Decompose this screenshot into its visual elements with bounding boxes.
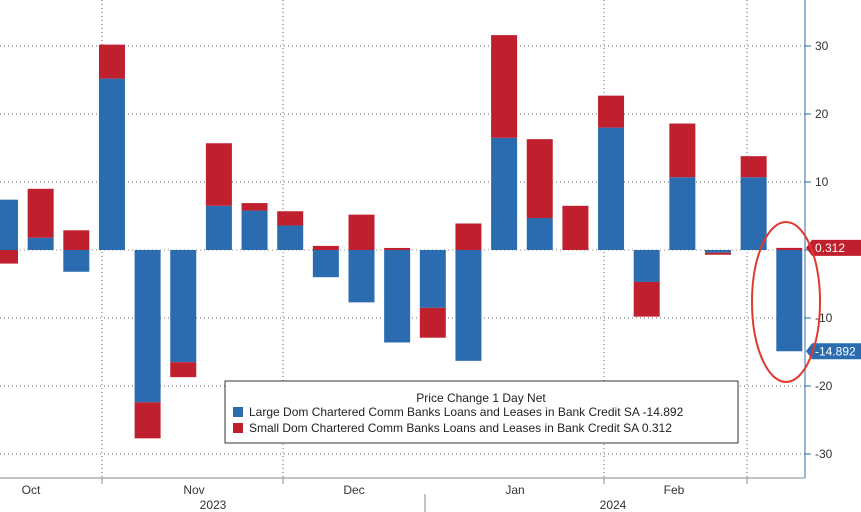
bar-large xyxy=(526,218,553,250)
highlight-circle xyxy=(751,221,821,383)
bar-small xyxy=(491,35,518,138)
bar-small xyxy=(277,211,304,226)
x-month-label: Jan xyxy=(505,483,524,497)
legend: Price Change 1 Day Net Large Dom Charter… xyxy=(224,380,739,444)
bar-large xyxy=(170,250,197,363)
bar-small xyxy=(776,247,803,250)
x-month-label: Feb xyxy=(664,483,685,497)
bar-large xyxy=(491,137,518,250)
bar-large xyxy=(455,250,482,361)
bar-small xyxy=(348,214,375,250)
bar-large xyxy=(776,250,803,352)
bar-small xyxy=(598,95,625,128)
x-month-label: Dec xyxy=(343,483,364,497)
bar-small xyxy=(633,281,660,317)
y-tick-label: 20 xyxy=(815,107,829,121)
legend-entry-large: Large Dom Chartered Comm Banks Loans and… xyxy=(249,405,684,419)
x-year-label: 2023 xyxy=(200,498,227,512)
bar-large xyxy=(98,78,125,250)
y-axis: -30 -20 -10 10 20 30 xyxy=(804,0,833,478)
value-badge xyxy=(806,239,861,256)
bar-small xyxy=(63,230,90,250)
bar-series xyxy=(0,35,803,439)
bar-large xyxy=(740,177,767,250)
value-badge xyxy=(806,343,861,360)
legend-title: Price Change 1 Day Net xyxy=(416,391,546,405)
bar-large xyxy=(241,210,268,250)
bar-small xyxy=(740,156,767,178)
bar-small xyxy=(705,252,731,255)
y-tick-label: 10 xyxy=(815,175,829,189)
bar-small xyxy=(455,223,482,250)
bar-small xyxy=(384,247,411,250)
x-month-label: Oct xyxy=(22,483,41,497)
last-value-badges: 0.312 -14.892 xyxy=(806,239,861,360)
bar-small xyxy=(241,203,268,211)
legend-swatch-large xyxy=(233,407,243,417)
bar-small xyxy=(170,362,197,378)
x-month-label: Nov xyxy=(183,483,204,497)
bar-large xyxy=(598,127,625,250)
bar-large xyxy=(705,250,731,253)
legend-box xyxy=(224,380,739,444)
bar-small xyxy=(134,402,161,439)
value-badge-label: 0.312 xyxy=(815,241,845,255)
x-axis: Oct Nov Dec Jan Feb 2023 2024 xyxy=(0,477,805,512)
bar-large xyxy=(312,250,339,278)
bar-large xyxy=(134,250,161,403)
bar-small xyxy=(562,205,589,250)
bar-small xyxy=(312,245,339,250)
bar-small xyxy=(669,123,696,178)
bar-small xyxy=(205,143,232,206)
bar-small xyxy=(526,139,553,219)
bar-small xyxy=(27,188,54,238)
bar-small xyxy=(419,307,446,338)
y-tick-label: -20 xyxy=(815,379,833,393)
y-tick-label: -10 xyxy=(815,311,833,325)
bar-large xyxy=(348,250,375,303)
legend-entry-small: Small Dom Chartered Comm Banks Loans and… xyxy=(249,421,672,435)
bar-large xyxy=(277,225,304,250)
y-tick-label: -30 xyxy=(815,447,833,461)
bar-large xyxy=(384,250,411,343)
y-tick-label: 30 xyxy=(815,39,829,53)
legend-swatch-small xyxy=(233,423,243,433)
value-badge-label: -14.892 xyxy=(815,344,856,358)
bar-large xyxy=(633,250,660,282)
bar-large xyxy=(419,250,446,308)
bar-small xyxy=(0,250,18,264)
bar-large xyxy=(669,177,696,250)
bar-large xyxy=(27,237,54,250)
bar-large xyxy=(0,199,18,250)
bar-large xyxy=(63,250,90,272)
bar-large xyxy=(205,205,232,250)
bar-small xyxy=(98,44,125,79)
x-year-label: 2024 xyxy=(600,498,627,512)
